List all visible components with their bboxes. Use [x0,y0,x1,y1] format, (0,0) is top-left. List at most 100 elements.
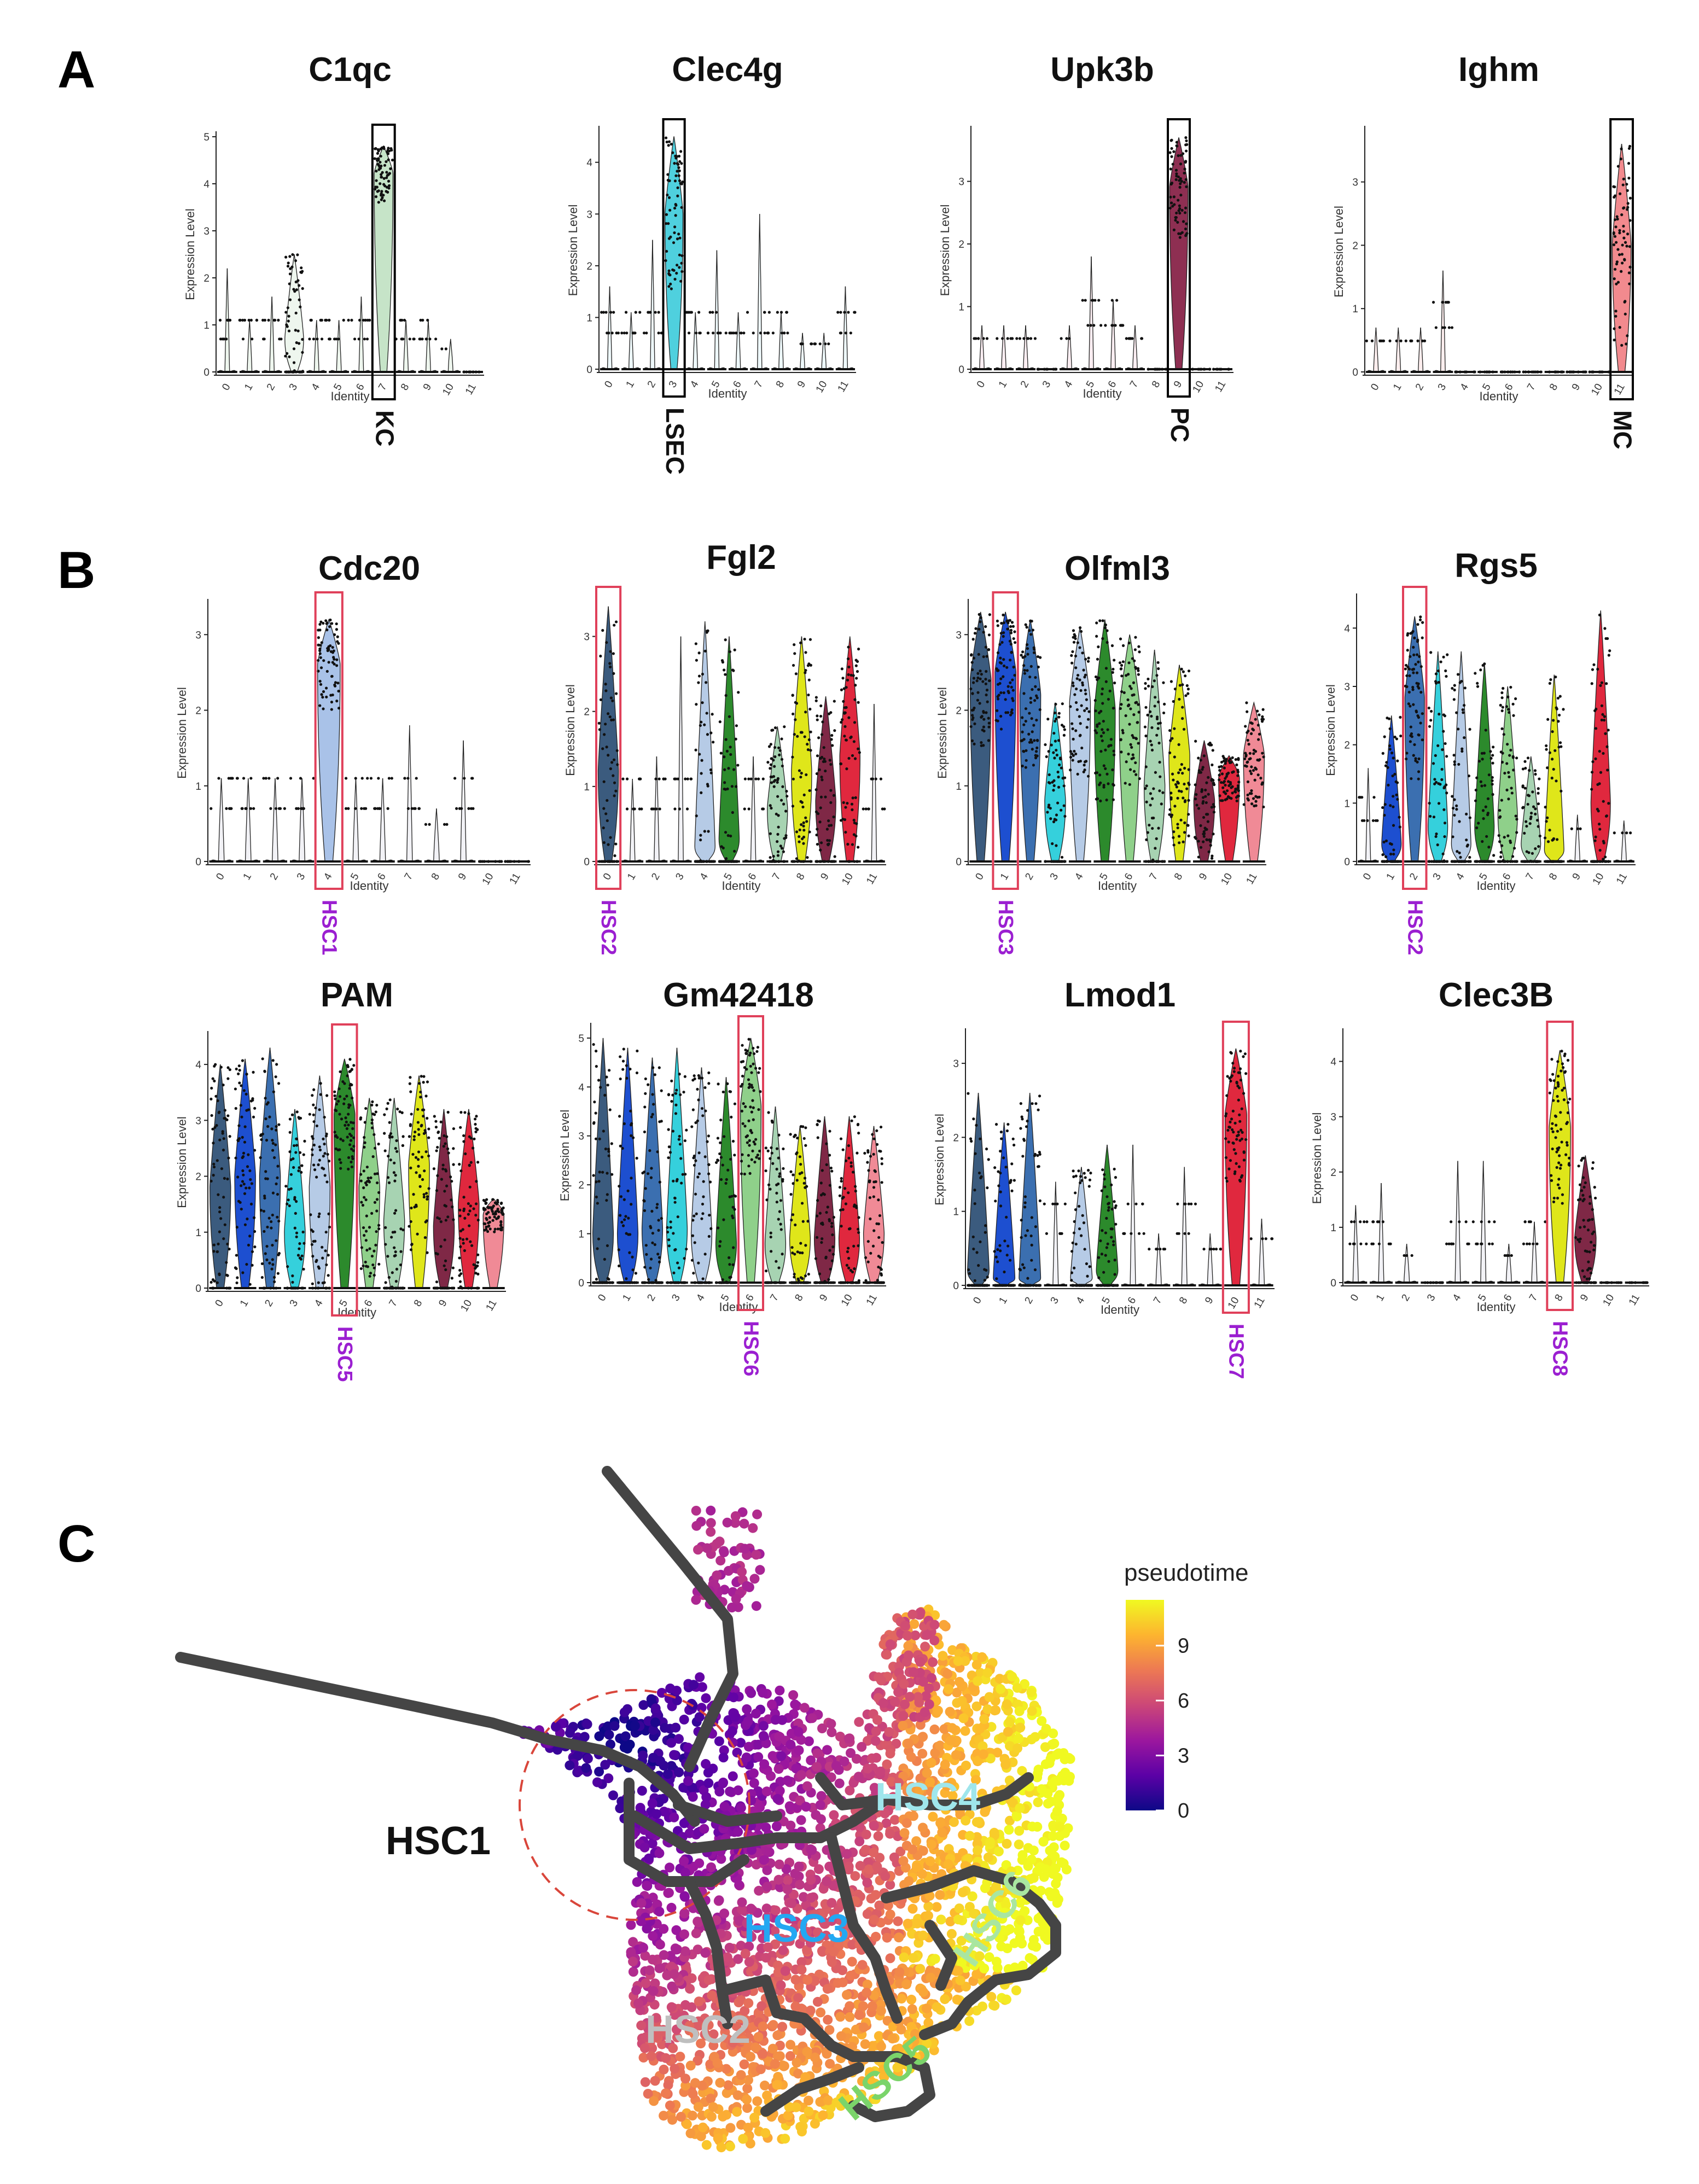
data-point [1068,337,1071,340]
data-point [394,1280,398,1283]
data-point [1218,768,1221,772]
data-point [1492,854,1496,857]
data-point [1583,370,1586,374]
data-point [1231,791,1234,795]
y-tick-label: 2 [584,707,590,718]
data-point [823,757,826,761]
data-point [776,850,780,853]
data-point [1225,789,1229,793]
data-point [1113,682,1116,685]
data-point [1468,727,1471,731]
data-point [757,1071,760,1074]
data-point [1211,763,1214,767]
violin-body [291,778,313,863]
data-point [1383,860,1386,863]
y-tick-label: 2 [586,261,592,272]
data-point [1084,692,1087,696]
data-point [671,1093,674,1097]
data-point [295,1231,299,1234]
data-point [499,1220,503,1224]
violin-4: 4 [1060,325,1079,390]
data-point [1602,858,1605,861]
data-point [435,1189,439,1192]
data-point [376,158,379,161]
data-point [482,1208,486,1212]
data-point [476,1161,480,1164]
data-point [1415,682,1418,685]
violin-body [772,312,790,370]
data-point [698,860,701,863]
data-point [243,1192,247,1195]
data-point [725,1178,728,1181]
data-point [1157,700,1160,704]
data-point [252,1115,255,1119]
data-point [1463,686,1467,690]
data-point [740,1060,743,1064]
data-point [1412,671,1415,674]
data-point [419,1096,422,1099]
data-point [1052,751,1055,754]
data-point [427,1136,430,1139]
data-point [409,1166,412,1169]
data-point [1458,820,1461,823]
data-point [1002,613,1005,616]
data-point [1033,699,1037,702]
data-point [1522,370,1525,374]
data-point [699,724,702,727]
data-point [1388,744,1391,748]
data-point [1626,208,1629,211]
data-point [352,1136,356,1139]
data-point [714,311,718,314]
data-point [633,807,636,811]
data-point [210,1097,213,1100]
data-point [435,1280,439,1284]
data-point [707,1234,711,1238]
violin-10: 10 [478,860,503,887]
data-point [630,1203,633,1206]
data-point [379,160,382,164]
data-point [1101,728,1104,731]
data-point [1618,325,1621,329]
data-point [383,184,387,188]
data-point [708,1180,712,1184]
data-point [604,689,608,692]
data-point [1010,685,1013,689]
data-point [386,807,389,810]
data-point [842,700,845,703]
data-point [1429,719,1433,722]
data-point [846,657,850,661]
x-tick-label: 7 [1147,871,1160,882]
x-tick-label: 2 [268,871,281,882]
violin-9: 9 [1193,739,1216,882]
data-point [322,690,325,694]
data-point [1000,621,1003,625]
data-point [1207,776,1210,779]
data-point [1555,860,1558,863]
data-point [1505,788,1509,791]
data-point [708,311,712,314]
data-point [362,1226,365,1230]
data-point [348,1058,352,1061]
data-point [475,1115,478,1118]
data-point [1598,749,1601,753]
data-point [1451,807,1455,810]
violin-2: 2 [1404,615,1425,882]
data-point [1150,726,1154,729]
data-point [296,329,300,333]
data-point [724,694,728,697]
data-point [1030,717,1033,720]
data-point [1009,337,1013,340]
data-point [836,311,840,314]
data-point [409,1090,412,1093]
data-point [984,682,987,685]
violin-8: 8 [790,636,813,882]
data-point [1182,727,1186,731]
violin-0: 0 [969,611,992,882]
data-point [351,1096,354,1100]
data-point [1358,796,1361,799]
data-point [1036,739,1039,742]
data-point [446,1110,450,1114]
y-tick-label: 5 [578,1033,584,1045]
data-point [829,801,833,805]
data-point [1087,710,1091,713]
